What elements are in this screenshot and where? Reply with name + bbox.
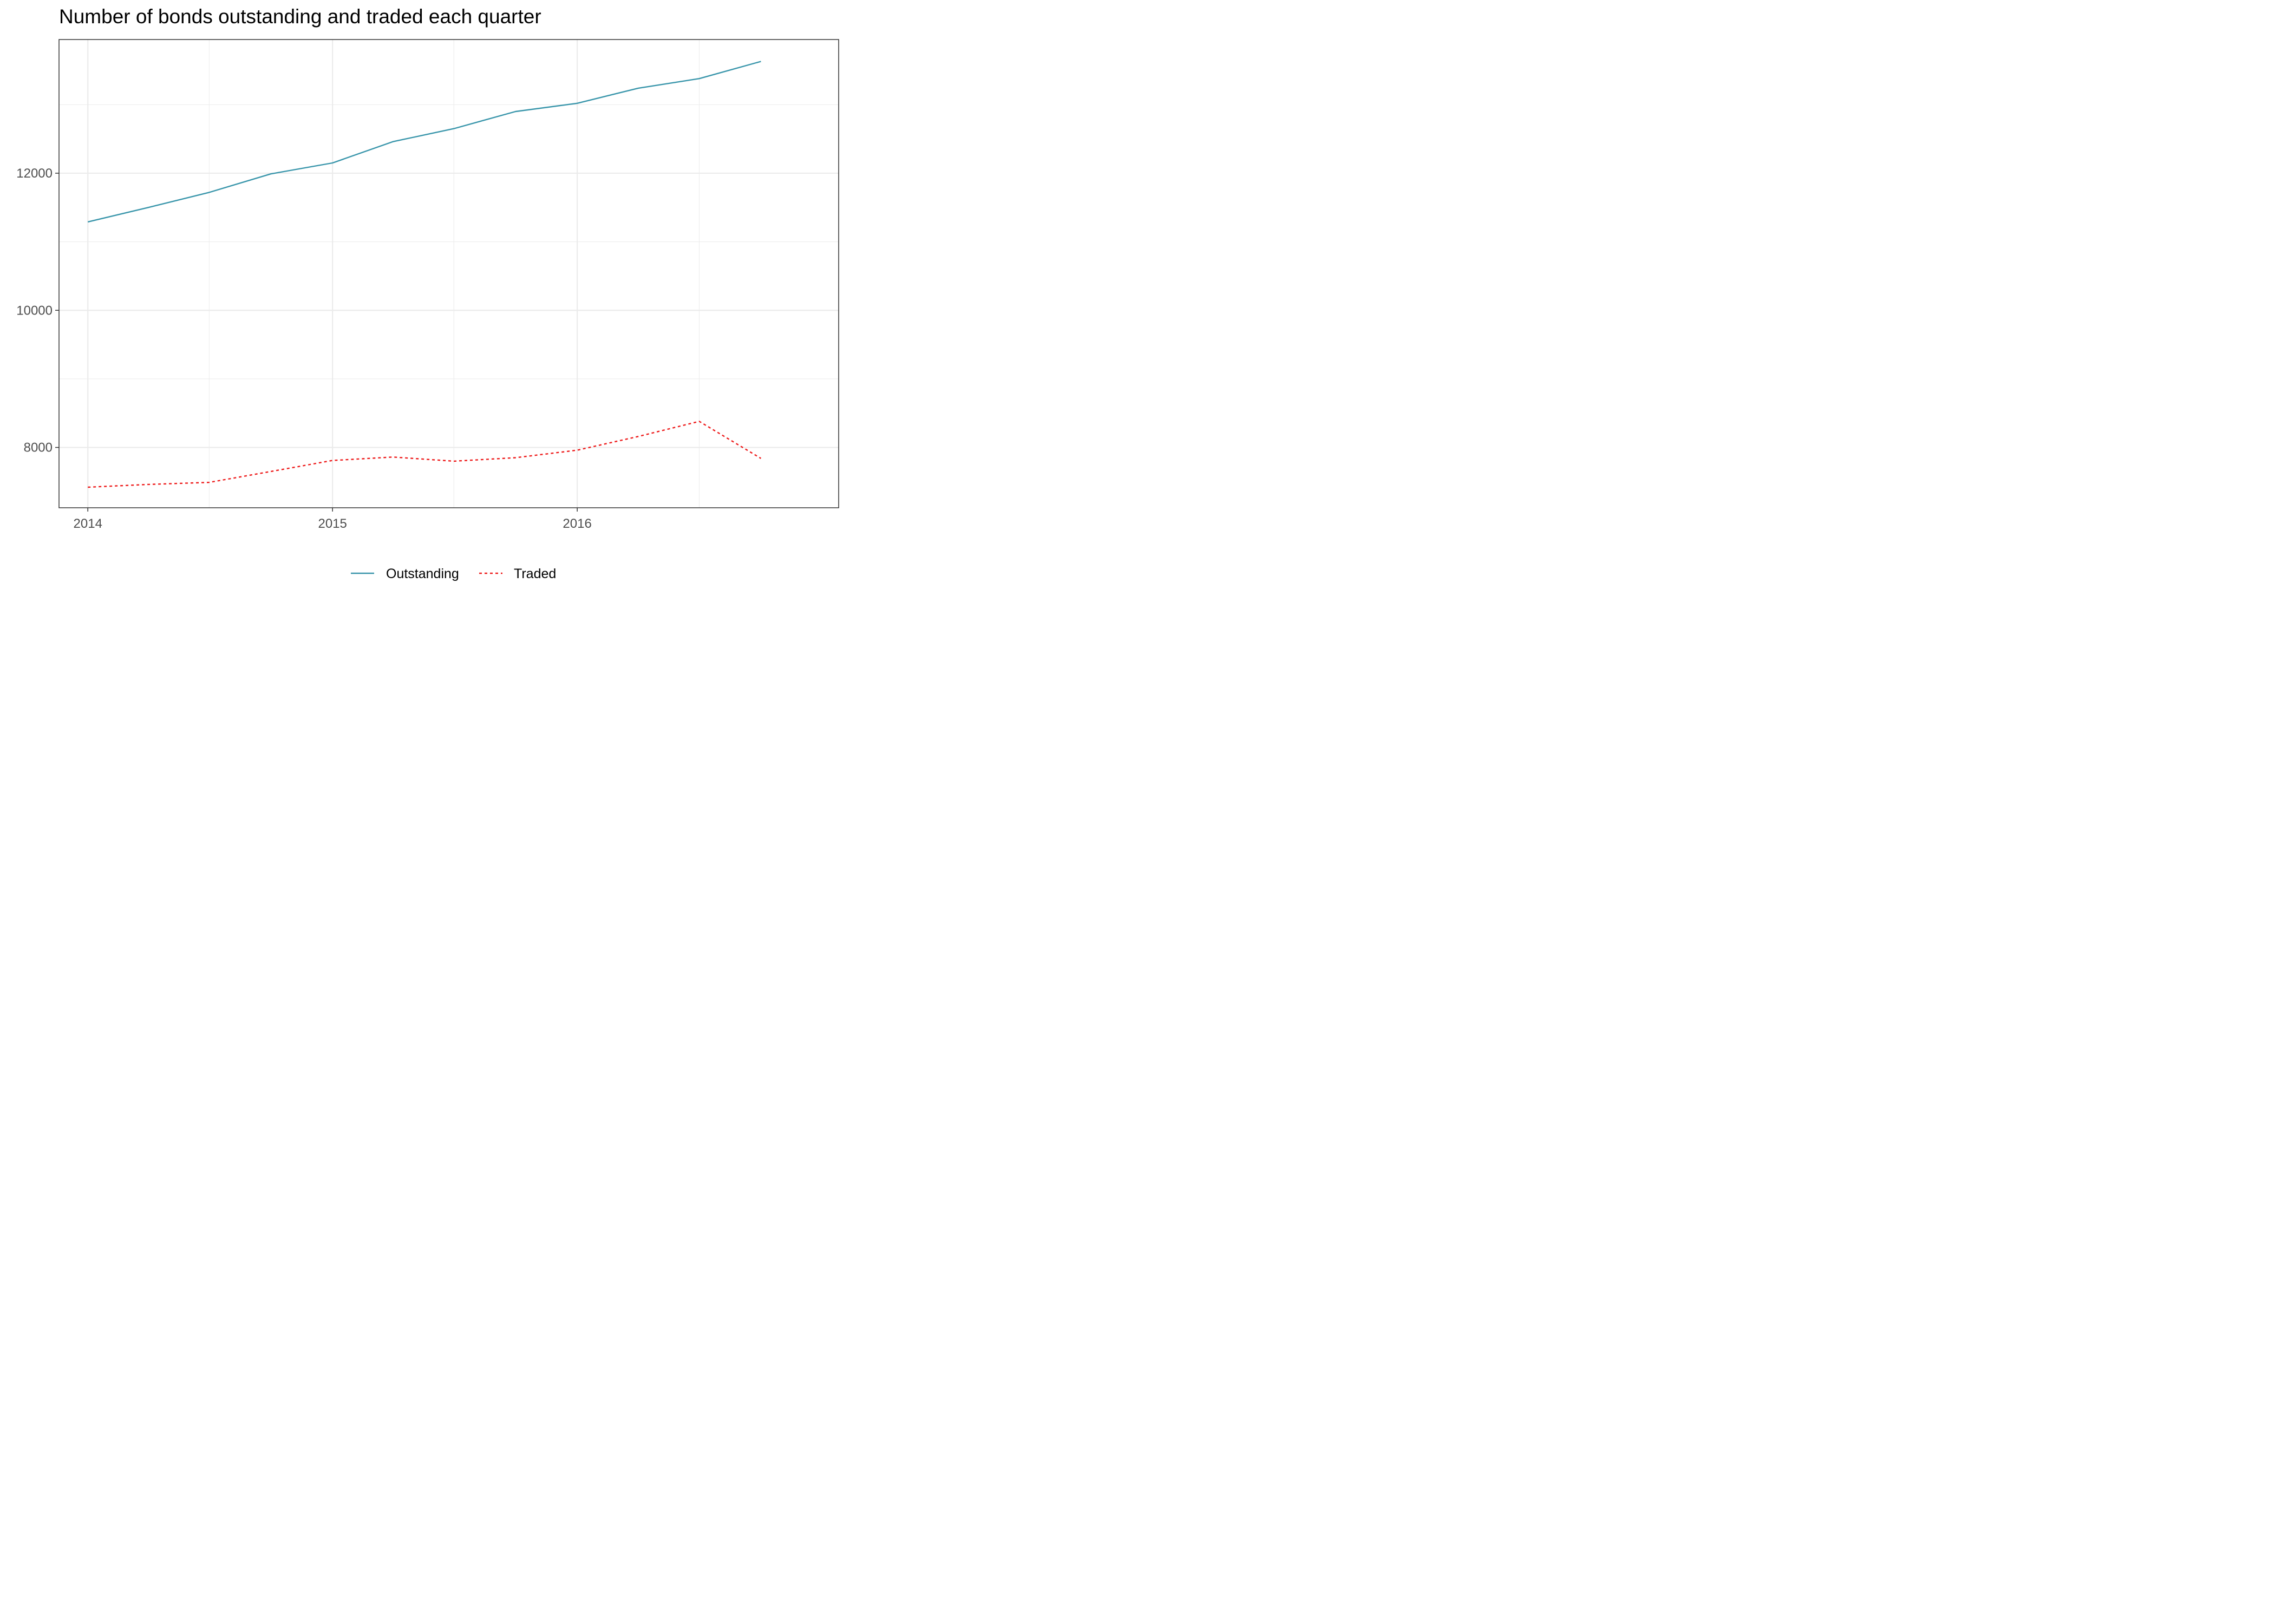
major-gridlines-x <box>87 40 578 508</box>
x-tick-label: 2016 <box>563 516 591 531</box>
minor-gridlines-y <box>59 104 839 379</box>
legend: Outstanding Traded <box>351 566 556 581</box>
legend-label-traded: Traded <box>514 566 556 581</box>
series-layer <box>87 61 762 488</box>
x-axis: 2014 2015 2016 <box>74 508 592 531</box>
line-chart: 8000 10000 12000 2014 2015 2016 Outstanding T… <box>16 39 839 581</box>
y-tick-label: 10000 <box>16 303 53 318</box>
y-tick-label: 8000 <box>24 441 53 455</box>
series-line-traded <box>88 421 762 488</box>
y-tick-label: 12000 <box>16 166 53 181</box>
legend-label-outstanding: Outstanding <box>386 566 459 581</box>
x-tick-label: 2015 <box>318 516 347 531</box>
chart-title: Number of bonds outstanding and traded e… <box>59 5 541 28</box>
series-line-outstanding <box>87 61 761 223</box>
minor-gridlines-x <box>208 40 700 508</box>
x-tick-label: 2014 <box>74 516 102 531</box>
plot-panel-border <box>58 39 839 508</box>
major-gridlines-y <box>59 172 839 448</box>
y-axis: 8000 10000 12000 <box>16 166 59 455</box>
